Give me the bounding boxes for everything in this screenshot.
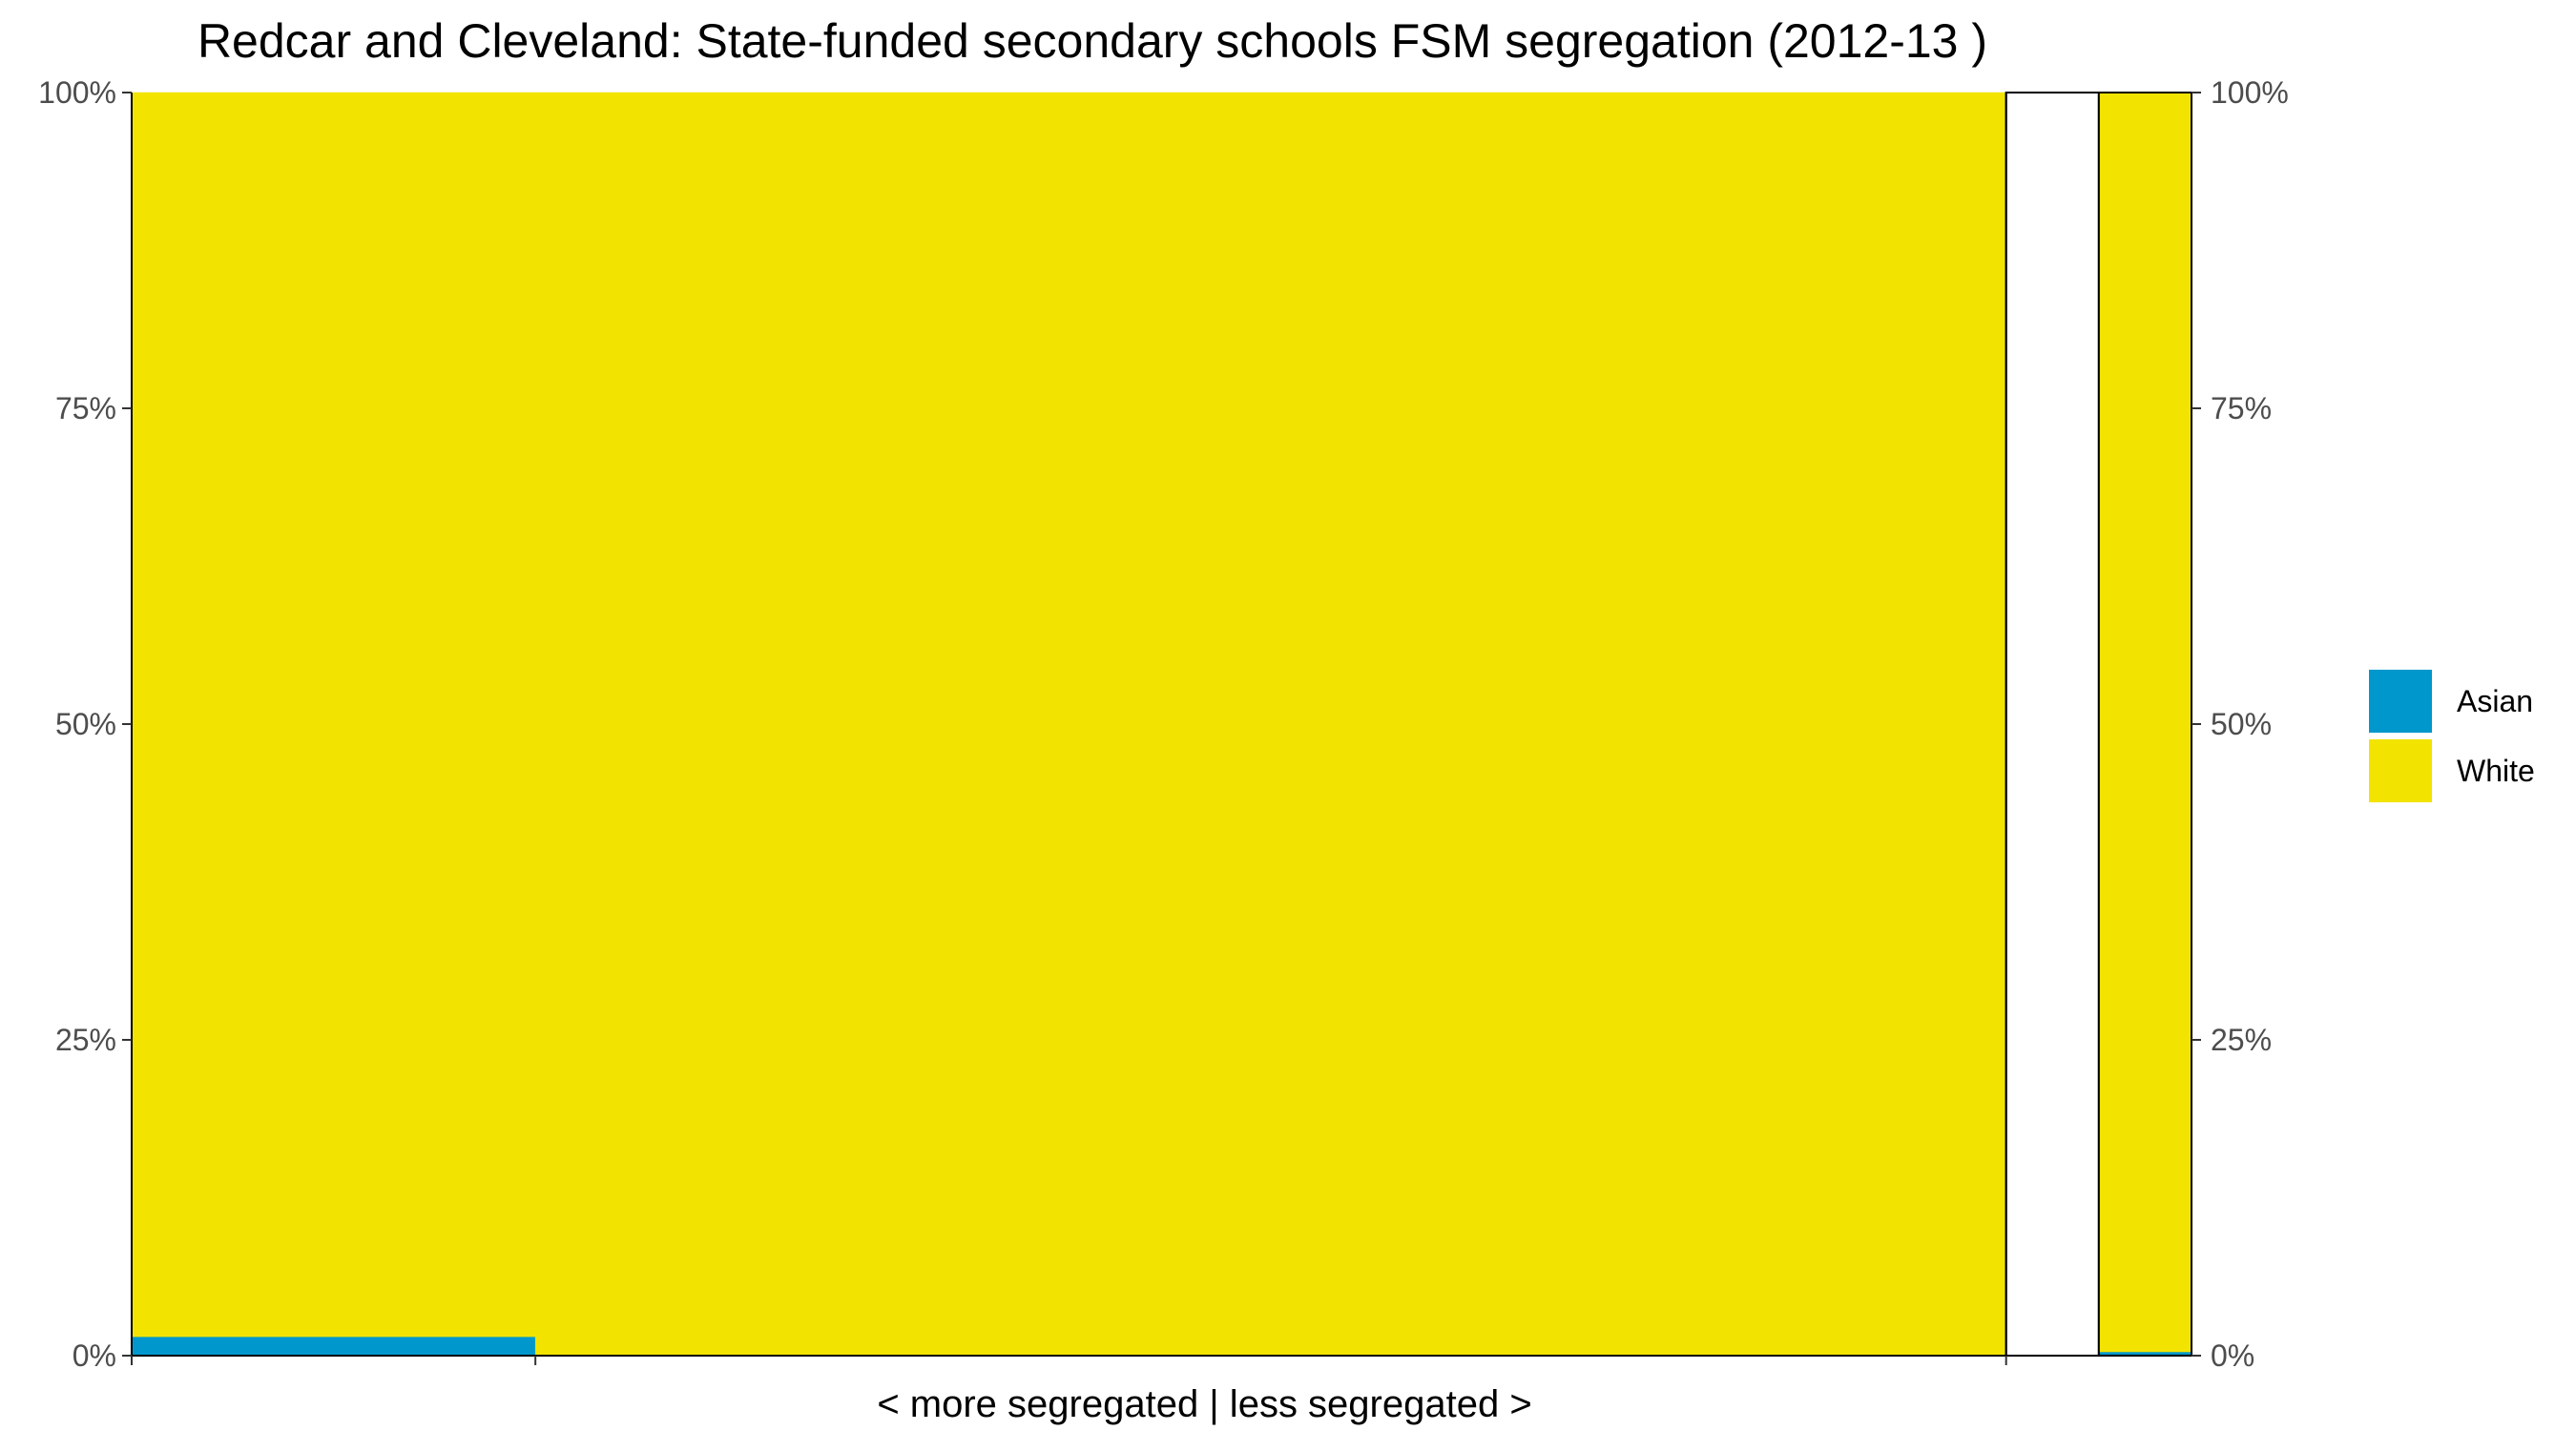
chart-title: Redcar and Cleveland: State-funded secon…	[197, 14, 1988, 68]
bar-segment-white	[1151, 92, 2006, 1357]
column-outline	[2005, 92, 2100, 1357]
y-tick-label-right: 0%	[2211, 1338, 2254, 1373]
y-tick-label-left: 0%	[73, 1338, 116, 1373]
bar-segment-white	[534, 92, 1152, 1357]
legend-label-asian: Asian	[2457, 684, 2533, 718]
y-tick-label-left: 25%	[55, 1023, 116, 1057]
y-tick-label-left: 50%	[55, 707, 116, 741]
y-tick-label-right: 50%	[2211, 707, 2272, 741]
legend: Asian White	[2369, 670, 2535, 802]
legend-label-white: White	[2457, 754, 2535, 788]
bar-segment-white	[131, 92, 536, 1338]
y-tick-label-left: 100%	[38, 75, 116, 110]
y-tick-label-left: 75%	[55, 391, 116, 425]
x-axis-label: < more segregated | less segregated >	[877, 1383, 1531, 1425]
legend-swatch-asian	[2369, 670, 2432, 733]
y-tick-label-right: 100%	[2211, 75, 2289, 110]
bar-segment-white	[2098, 92, 2192, 1353]
ticks-layer: 0% 0% 25% 25% 50% 50% 75% 75% 100% 100%	[38, 75, 2289, 1373]
y-tick-label-right: 75%	[2211, 391, 2272, 425]
bar-segment-asian	[131, 1336, 536, 1357]
legend-swatch-white	[2369, 739, 2432, 802]
bars-layer	[131, 92, 2192, 1357]
y-tick-label-right: 25%	[2211, 1023, 2272, 1057]
